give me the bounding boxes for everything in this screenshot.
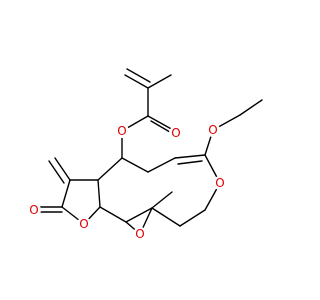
atom-label: O (208, 123, 217, 137)
atom-label: O (171, 126, 180, 140)
atom-labels: O O O O O O O (27, 123, 227, 241)
bonds (37, 68, 263, 235)
atom-label: O (135, 227, 144, 241)
molecule-diagram: O O O O O O O (27, 68, 263, 241)
atom-label: O (215, 176, 224, 190)
atom-label: O (117, 124, 126, 138)
atom-label: O (79, 217, 88, 231)
atom-label: O (29, 203, 38, 217)
